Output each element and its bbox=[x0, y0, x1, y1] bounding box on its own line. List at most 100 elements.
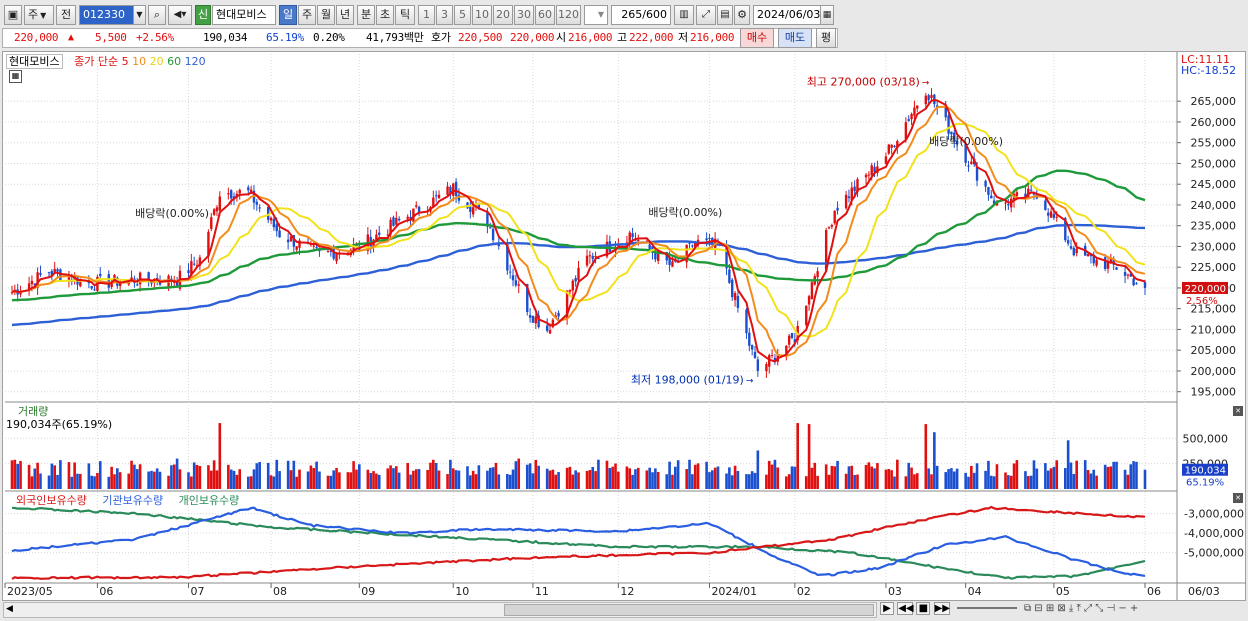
candle-body bbox=[312, 245, 315, 247]
candle-body bbox=[56, 269, 59, 272]
chart-settings-icon[interactable]: ▥ bbox=[674, 5, 694, 25]
volume-bar bbox=[611, 466, 614, 489]
volume-panel-close-icon[interactable]: ✕ bbox=[1233, 406, 1243, 416]
candle-body bbox=[984, 180, 987, 187]
volume-bar bbox=[767, 460, 771, 489]
period-tab-day[interactable]: 일 bbox=[279, 5, 297, 25]
volume-bar bbox=[59, 460, 62, 489]
gear-icon[interactable]: ⚙ bbox=[734, 5, 750, 25]
volume-bar bbox=[1044, 463, 1047, 489]
dividend-label: 배당락(0.00%) bbox=[135, 207, 209, 220]
prev-button[interactable]: 전 bbox=[56, 5, 76, 25]
candle-body bbox=[654, 252, 657, 260]
volume-bar bbox=[172, 464, 176, 489]
speaker-icon[interactable]: ◀▾ bbox=[168, 5, 192, 25]
volume-bar bbox=[787, 474, 791, 489]
draw-tool-icon[interactable]: ⤢ bbox=[696, 5, 716, 25]
sell-button[interactable]: 매도 bbox=[778, 28, 812, 48]
volume-bar bbox=[491, 467, 495, 489]
interval-3[interactable]: 3 bbox=[436, 5, 453, 25]
type-select[interactable]: 주 ▼ bbox=[24, 5, 54, 25]
institution-legend: 기관보유수량 bbox=[102, 494, 164, 507]
candle-body bbox=[1103, 257, 1107, 269]
interval-input[interactable]: ▼ bbox=[584, 5, 608, 25]
ma-title: 종가 단순 bbox=[74, 55, 119, 68]
play-icon[interactable]: ▶▶ bbox=[933, 602, 950, 615]
volume-bar bbox=[708, 472, 711, 489]
volume-bar bbox=[10, 460, 14, 489]
volume-bar bbox=[93, 476, 96, 489]
volume-bar bbox=[574, 470, 577, 489]
interval-120[interactable]: 120 bbox=[556, 5, 581, 25]
candle-body bbox=[568, 289, 572, 292]
volume-bar bbox=[1035, 468, 1039, 489]
volume-bar bbox=[972, 472, 976, 489]
candle-body bbox=[736, 295, 740, 308]
avg-button[interactable]: 평 bbox=[816, 28, 836, 48]
horizontal-scrollbar[interactable]: ◀ bbox=[3, 602, 877, 618]
period-tab-second[interactable]: 초 bbox=[376, 5, 394, 25]
interval-1[interactable]: 1 bbox=[418, 5, 435, 25]
candle-body bbox=[526, 283, 529, 313]
volume-bar bbox=[107, 476, 111, 489]
interval-5[interactable]: 5 bbox=[454, 5, 471, 25]
candle-body bbox=[810, 282, 814, 300]
volume-bar bbox=[1109, 466, 1113, 489]
period-tab-tick[interactable]: 틱 bbox=[395, 5, 415, 25]
volume-bar bbox=[648, 467, 651, 489]
interval-30[interactable]: 30 bbox=[514, 5, 534, 25]
candle-body bbox=[229, 190, 233, 199]
zoom-slider[interactable] bbox=[956, 607, 1017, 609]
tool-icons[interactable]: ⧉ ⊟ ⊞ ⊠ ⤓ ⤒ ⤢ ⤡ ⊣ − + bbox=[1023, 603, 1139, 614]
volume-bar bbox=[577, 472, 580, 489]
volume-bar bbox=[318, 471, 321, 489]
candle-body bbox=[1129, 273, 1132, 277]
calendar-icon[interactable]: ▦ bbox=[820, 5, 834, 25]
period-tab-minute[interactable]: 분 bbox=[357, 5, 375, 25]
volume-bar bbox=[70, 476, 74, 489]
date-input[interactable]: 2024/06/03 bbox=[753, 5, 821, 25]
buy-button[interactable]: 매수 bbox=[740, 28, 774, 48]
y-tick-label: 265,000 bbox=[1191, 95, 1237, 108]
volume-bar bbox=[1066, 440, 1070, 489]
volume-bar bbox=[429, 462, 432, 489]
volume-bar bbox=[209, 470, 213, 489]
candle-body bbox=[924, 95, 928, 105]
low-price: 216,000 bbox=[690, 31, 735, 44]
layout-icon[interactable]: ▣ bbox=[4, 5, 22, 25]
volume-bar bbox=[514, 461, 518, 489]
volume-bar bbox=[298, 469, 301, 489]
code-dropdown-button[interactable]: ▼ bbox=[133, 5, 146, 25]
count-input[interactable]: 265/600 bbox=[611, 5, 671, 25]
volume-bar bbox=[372, 471, 375, 489]
grid-toggle-icon[interactable]: ▦ bbox=[9, 70, 22, 83]
interval-20[interactable]: 20 bbox=[493, 5, 513, 25]
volume-bar bbox=[414, 469, 418, 489]
dividend-label: 배당락(0.00%) bbox=[929, 135, 1003, 148]
stock-name-field[interactable]: 현대모비스 bbox=[212, 5, 276, 25]
scroll-left-icon[interactable]: ◀ bbox=[6, 604, 13, 614]
count-total: /600 bbox=[642, 8, 667, 21]
volume-bar bbox=[1049, 468, 1053, 489]
scroll-thumb[interactable] bbox=[504, 604, 874, 616]
save-icon[interactable]: ▤ bbox=[717, 5, 733, 25]
interval-10[interactable]: 10 bbox=[472, 5, 492, 25]
candle-body bbox=[192, 263, 196, 265]
interval-60[interactable]: 60 bbox=[535, 5, 555, 25]
candle-body bbox=[1069, 246, 1073, 249]
period-tab-year[interactable]: 년 bbox=[336, 5, 354, 25]
scroll-right-icon[interactable]: ▶ bbox=[880, 602, 894, 615]
volume-bar bbox=[73, 462, 76, 489]
y-tick-label: 225,000 bbox=[1191, 261, 1237, 274]
stop-icon[interactable]: ■ bbox=[916, 602, 931, 615]
period-tab-week[interactable]: 주 bbox=[298, 5, 316, 25]
candle-body bbox=[110, 282, 113, 287]
candle-body bbox=[227, 193, 230, 195]
period-tab-month[interactable]: 월 bbox=[317, 5, 335, 25]
rewind-icon[interactable]: ◀◀ bbox=[897, 602, 914, 615]
holding-panel-close-icon[interactable]: ✕ bbox=[1233, 493, 1243, 503]
candle-body bbox=[1123, 271, 1127, 276]
candle-body bbox=[517, 284, 520, 286]
candle-body bbox=[247, 187, 250, 191]
search-icon[interactable]: ⌕ bbox=[148, 5, 166, 25]
